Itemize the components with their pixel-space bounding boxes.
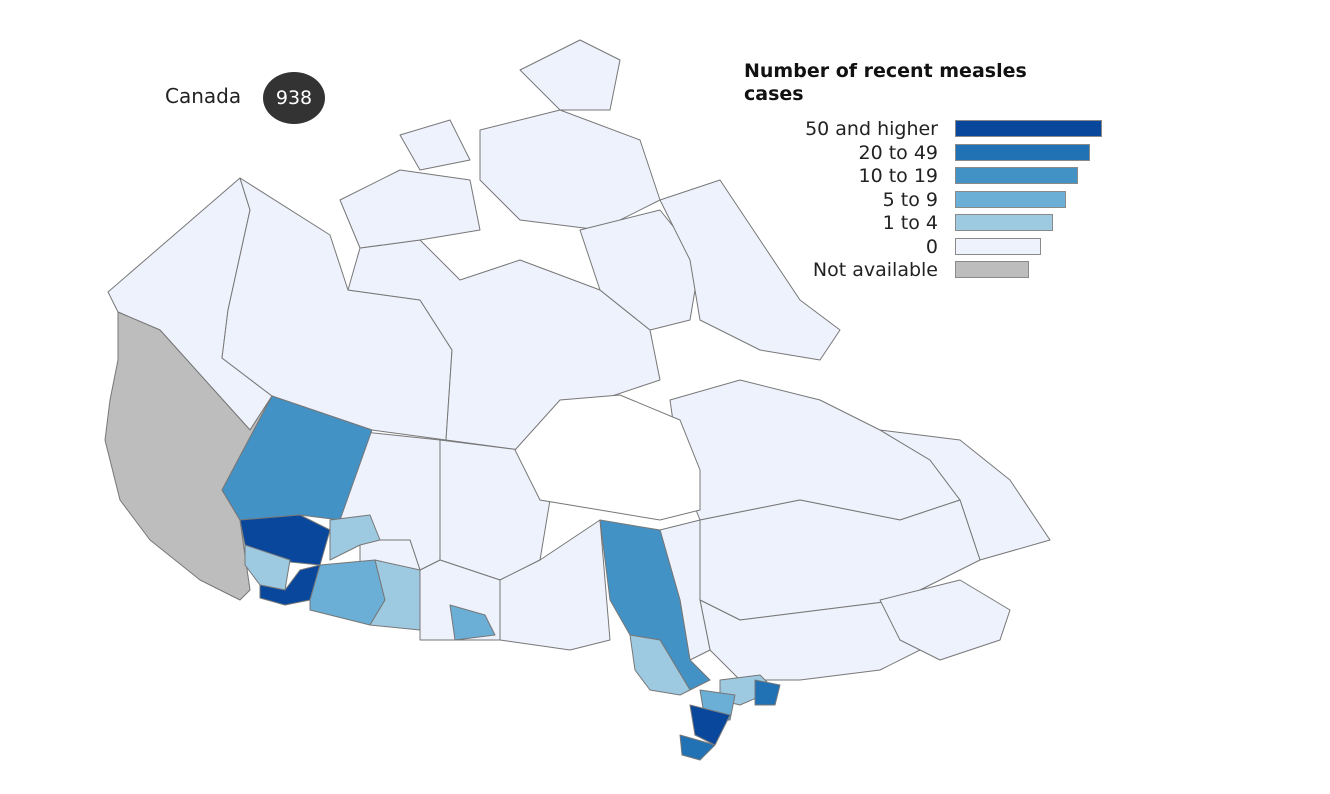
region-edmonton-zone[interactable] xyxy=(329,514,381,561)
region-southeast-saskatchewan[interactable] xyxy=(369,559,421,631)
legend-swatch xyxy=(955,143,1090,161)
legend-item-label: 5 to 9 xyxy=(882,188,938,211)
legend-swatch xyxy=(955,167,1078,184)
region-northwest-territories[interactable] xyxy=(221,177,453,441)
legend-item-label: 50 and higher xyxy=(805,118,938,140)
legend-item-label: 1 to 4 xyxy=(882,212,938,234)
legend-item-label: 0 xyxy=(925,235,938,258)
legend-item: 5 to 9 xyxy=(744,189,1124,211)
region-british-columbia[interactable] xyxy=(104,311,273,601)
legend-item: 10 to 19 xyxy=(744,165,1124,187)
legend-swatch xyxy=(955,190,1066,208)
region-arctic-island-1[interactable] xyxy=(339,169,481,249)
region-winnipeg[interactable] xyxy=(449,604,496,641)
national-total-badge: 938 xyxy=(263,72,325,124)
region-arctic-island-4[interactable] xyxy=(399,119,471,171)
national-total-label: Canada xyxy=(165,84,242,108)
region-ottawa[interactable] xyxy=(754,679,781,706)
region-sudbury-area[interactable] xyxy=(629,634,691,696)
legend-item: Not available xyxy=(744,259,1124,281)
region-southwest-saskatchewan[interactable] xyxy=(309,559,386,626)
region-baffin-island[interactable] xyxy=(659,179,841,361)
legend-item-label: Not available xyxy=(812,259,938,281)
region-nunavut-mainland[interactable] xyxy=(347,239,661,451)
legend-item: 0 xyxy=(744,236,1124,258)
legend-item-label: 10 to 19 xyxy=(858,165,938,187)
legend-swatch xyxy=(955,120,1102,137)
legend-item-label: 20 to 49 xyxy=(858,141,938,164)
region-northwestern-ontario[interactable] xyxy=(499,519,611,651)
legend-title: Number of recent measles cases xyxy=(744,60,1027,105)
region-arctic-island-2[interactable] xyxy=(479,109,661,231)
region-maritimes[interactable] xyxy=(879,579,1011,661)
region-northeastern-ontario[interactable] xyxy=(599,519,711,691)
region-niagara[interactable] xyxy=(679,734,716,761)
legend-item: 1 to 4 xyxy=(744,212,1124,234)
legend: Number of recent measles cases 50 and hi… xyxy=(744,60,1124,281)
region-southern-quebec[interactable] xyxy=(699,599,941,681)
legend-swatch xyxy=(955,214,1053,231)
region-arctic-island-3[interactable] xyxy=(519,39,621,111)
hudson-bay xyxy=(514,394,701,521)
legend-item: 50 and higher xyxy=(744,118,1124,140)
legend-swatch xyxy=(955,237,1041,255)
legend-swatch xyxy=(955,261,1029,278)
region-labrador[interactable] xyxy=(879,429,1051,561)
region-arctic-island-5[interactable] xyxy=(579,209,701,331)
legend-item: 20 to 49 xyxy=(744,142,1124,164)
